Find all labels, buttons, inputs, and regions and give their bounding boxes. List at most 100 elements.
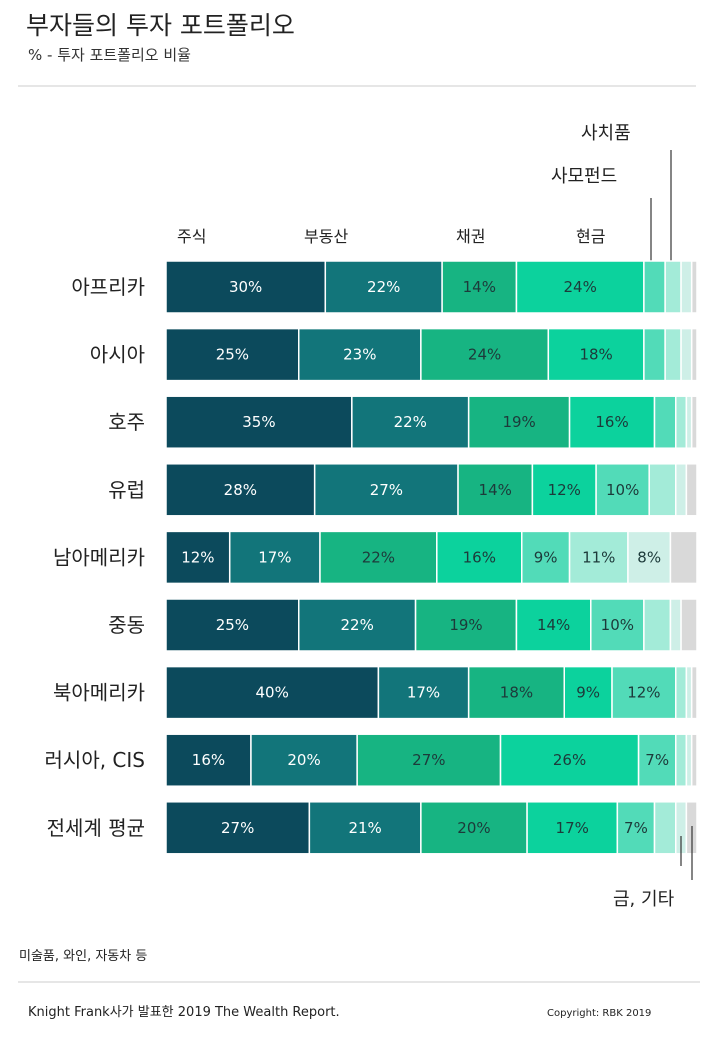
data-label: 30% <box>229 278 262 296</box>
data-label: 25% <box>216 616 249 634</box>
bar-segment-other <box>669 530 698 585</box>
column-header-real-estate: 부동산 <box>304 227 348 246</box>
region-label: 남아메리카 <box>53 545 145 569</box>
bar-segment-private-fund <box>637 733 677 787</box>
data-label: 8% <box>637 548 661 566</box>
bar-segment-stocks <box>165 733 252 787</box>
bar-segment-cash <box>563 665 613 720</box>
data-label: 22% <box>340 616 373 634</box>
region-label: 호주 <box>108 410 145 434</box>
bar-segment-private-fund <box>595 463 650 517</box>
bar-segment-other <box>690 327 698 382</box>
data-label: 19% <box>449 616 482 634</box>
chart-row: 북아메리카 40% 17% 18% 9% 12% <box>53 665 698 720</box>
bar-segment-real-estate <box>308 801 422 855</box>
region-label: 유럽 <box>108 478 145 502</box>
data-label: 14% <box>479 481 512 499</box>
chart-row: 아시아 25% 23% 24% 18% <box>90 327 698 382</box>
bar-segment-gold <box>680 327 693 382</box>
bar-segment-gold <box>680 260 693 314</box>
data-label: 22% <box>367 278 400 296</box>
bar-segment-other <box>680 598 698 652</box>
bar-segment-cash <box>531 463 597 517</box>
data-label: 14% <box>537 616 570 634</box>
data-label: 20% <box>457 819 490 837</box>
column-header-bonds: 채권 <box>456 227 485 246</box>
bar-segment-bonds <box>467 395 571 449</box>
data-label: 18% <box>500 684 533 702</box>
data-label: 7% <box>624 819 648 837</box>
region-label: 중동 <box>108 613 145 637</box>
data-label: 19% <box>502 413 535 431</box>
bar-segment-luxury <box>664 260 682 314</box>
data-label: 40% <box>256 684 289 702</box>
bar-segment-cash <box>526 801 619 855</box>
bar-segment-gold <box>627 530 672 585</box>
bar-segment-luxury <box>568 530 629 585</box>
bar-segment-real-estate <box>228 530 321 585</box>
bar-segment-stocks <box>165 530 231 585</box>
region-label: 아시아 <box>90 343 145 367</box>
bar-segment-stocks <box>165 260 327 314</box>
data-label: 12% <box>548 481 581 499</box>
column-header-stocks: 주식 <box>177 227 206 246</box>
chart-title: 부자들의 투자 포트폴리오 <box>26 11 295 40</box>
bar-segment-cash <box>499 733 640 787</box>
bar-segment-real-estate <box>324 260 443 314</box>
bar-segment-other <box>690 733 698 787</box>
chart-row: 유럽 28% 27% 14% 12% 10% <box>108 463 698 517</box>
data-label: 27% <box>370 481 403 499</box>
region-label: 북아메리카 <box>53 681 145 705</box>
data-label: 17% <box>407 684 440 702</box>
data-label: 20% <box>287 751 320 769</box>
bar-segment-bonds <box>441 260 518 314</box>
bar-segment-cash <box>568 395 656 449</box>
data-label: 26% <box>553 751 586 769</box>
footnote: 미술품, 와인, 자동차 등 <box>19 949 147 964</box>
column-header-cash: 현금 <box>576 227 605 246</box>
bar-segment-gold <box>685 733 693 787</box>
bar-segment-bonds <box>356 733 502 787</box>
data-label: 12% <box>627 684 660 702</box>
annotation-gold-other: 금, 기타 <box>613 889 675 910</box>
bar-segment-other <box>690 395 698 449</box>
bar-segment-luxury <box>675 665 688 720</box>
bar-segment-luxury <box>643 598 672 652</box>
data-label: 22% <box>362 548 395 566</box>
data-label: 27% <box>221 819 254 837</box>
data-label: 9% <box>534 548 558 566</box>
bar-segment-stocks <box>165 395 353 449</box>
bar-segment-private-fund <box>590 598 645 652</box>
data-label: 27% <box>412 751 445 769</box>
bar-segment-real-estate <box>377 665 470 720</box>
data-label: 17% <box>258 548 291 566</box>
data-label: 17% <box>556 819 589 837</box>
chart-row: 러시아, CIS 16% 20% 27% 26% 7% <box>45 733 698 787</box>
bar-segment-stocks <box>165 327 300 382</box>
bar-segment-real-estate <box>298 598 417 652</box>
data-label: 16% <box>595 413 628 431</box>
chart-subtitle: % - 투자 포트폴리오 비율 <box>28 46 191 64</box>
region-label: 아프리카 <box>71 275 145 299</box>
data-label: 22% <box>394 413 427 431</box>
data-label: 10% <box>601 616 634 634</box>
data-label: 12% <box>181 548 214 566</box>
chart-row: 호주 35% 22% 19% 16% <box>108 395 698 449</box>
data-label: 18% <box>579 346 612 364</box>
bar-segment-stocks <box>165 598 300 652</box>
bar-segment-stocks <box>165 463 316 517</box>
region-label: 러시아, CIS <box>45 748 145 772</box>
bar-segment-gold <box>669 598 682 652</box>
data-label: 16% <box>192 751 225 769</box>
data-label: 23% <box>343 346 376 364</box>
bar-segment-luxury <box>675 733 688 787</box>
bar-segment-cash <box>547 327 645 382</box>
bar-segment-cash <box>515 260 645 314</box>
data-label: 35% <box>242 413 275 431</box>
bar-segment-other <box>690 260 698 314</box>
bar-segment-private-fund <box>521 530 571 585</box>
chart-row: 중동 25% 22% 19% 14% 10% <box>108 598 698 652</box>
data-label: 28% <box>224 481 257 499</box>
bar-segment-private-fund <box>653 395 677 449</box>
